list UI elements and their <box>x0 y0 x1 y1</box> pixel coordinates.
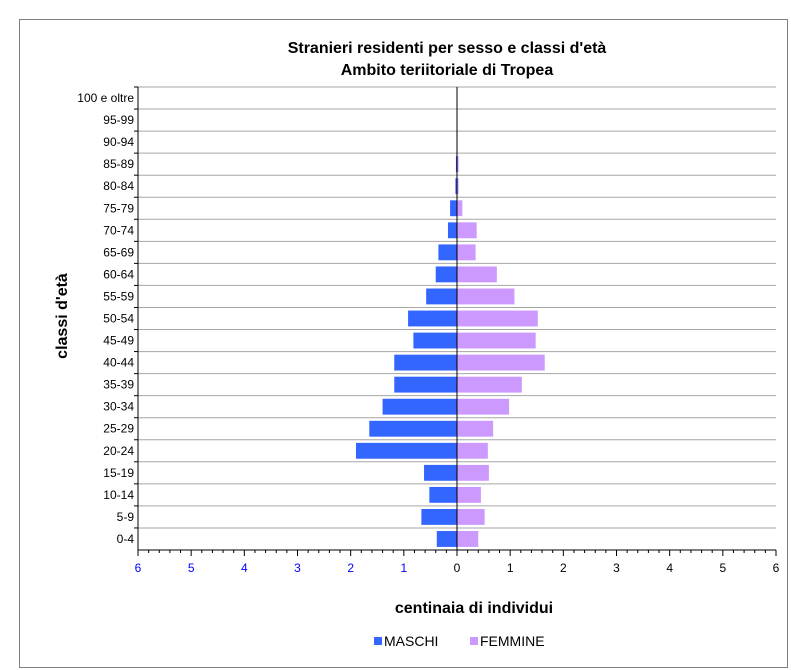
category-label: 85-89 <box>103 157 134 171</box>
bar-femmine-0-4 <box>457 531 479 547</box>
category-label: 35-39 <box>103 378 134 392</box>
bar-femmine-15-19 <box>457 464 489 481</box>
chart-frame: Stranieri residenti per sesso e classi d… <box>19 19 788 668</box>
population-pyramid-chart: Stranieri residenti per sesso e classi d… <box>54 40 780 649</box>
legend-swatch-maschi <box>374 637 382 645</box>
x-tick-label: 3 <box>613 561 620 575</box>
category-label: 50-54 <box>103 312 134 326</box>
category-label: 40-44 <box>103 356 134 370</box>
bar-maschi-75-79 <box>450 200 457 217</box>
bar-femmine-45-49 <box>457 332 536 349</box>
legend-swatch-femmine <box>470 637 478 645</box>
chart-subtitle: Ambito teriitoriale di Tropea <box>341 62 554 79</box>
x-tick-label: 6 <box>773 561 780 575</box>
bar-maschi-55-59 <box>426 288 457 305</box>
x-tick-label: 2 <box>347 561 354 575</box>
bar-femmine-35-39 <box>457 376 522 393</box>
bar-maschi-15-19 <box>424 464 457 481</box>
bar-femmine-40-44 <box>457 354 545 371</box>
x-tick-label: 6 <box>135 561 142 575</box>
category-label: 20-24 <box>103 444 134 458</box>
chart-title: Stranieri residenti per sesso e classi d… <box>288 40 607 57</box>
bar-femmine-25-29 <box>457 420 494 437</box>
x-tick-label: 4 <box>666 561 673 575</box>
bar-maschi-80-84 <box>455 178 457 195</box>
category-label: 100 e oltre <box>77 91 134 105</box>
bar-femmine-10-14 <box>457 486 481 503</box>
category-label: 95-99 <box>103 113 134 127</box>
category-label: 30-34 <box>103 400 134 414</box>
x-tick-label: 5 <box>188 561 195 575</box>
x-tick-label: 2 <box>560 561 567 575</box>
bar-maschi-35-39 <box>394 376 457 393</box>
bar-femmine-70-74 <box>457 222 477 239</box>
bar-maschi-45-49 <box>413 332 457 349</box>
category-label: 10-14 <box>103 488 134 502</box>
bar-femmine-85-89 <box>457 156 459 173</box>
x-tick-label: 0 <box>454 561 461 575</box>
x-tick-label: 1 <box>507 561 514 575</box>
bar-maschi-60-64 <box>435 266 457 283</box>
category-label: 80-84 <box>103 179 134 193</box>
category-label: 5-9 <box>117 510 135 524</box>
bar-maschi-5-9 <box>421 508 457 525</box>
category-label: 15-19 <box>103 466 134 480</box>
category-label: 90-94 <box>103 135 134 149</box>
bar-maschi-30-34 <box>382 398 457 415</box>
bar-femmine-5-9 <box>457 508 485 525</box>
category-label: 70-74 <box>103 223 134 237</box>
x-tick-label: 4 <box>241 561 248 575</box>
category-labels: 0-4 5-9 10-14 15-19 20-24 25-29 30-34 35-39 40-4… <box>77 91 134 546</box>
x-tick-label: 3 <box>294 561 301 575</box>
category-label: 0-4 <box>117 532 135 546</box>
category-label: 55-59 <box>103 289 134 303</box>
bar-femmine-60-64 <box>457 266 497 283</box>
category-label: 75-79 <box>103 201 134 215</box>
y-axis-title: classi d'età <box>54 273 71 359</box>
bar-femmine-30-34 <box>457 398 510 415</box>
axes-group <box>134 86 777 556</box>
bar-femmine-65-69 <box>457 244 476 261</box>
bar-maschi-40-44 <box>394 354 457 371</box>
category-label: 45-49 <box>103 334 134 348</box>
legend-label-maschi: MASCHI <box>384 633 438 649</box>
bar-maschi-10-14 <box>429 486 457 503</box>
bar-maschi-25-29 <box>369 420 457 437</box>
bar-maschi-50-54 <box>408 310 457 327</box>
x-axis-title: centinaia di individui <box>395 600 553 617</box>
bar-maschi-0-4 <box>436 531 457 547</box>
bar-femmine-20-24 <box>457 442 488 459</box>
legend-label-femmine: FEMMINE <box>480 633 545 649</box>
bar-femmine-80-84 <box>457 178 459 195</box>
x-tick-label: 1 <box>400 561 407 575</box>
bar-maschi-65-69 <box>438 244 457 261</box>
category-label: 25-29 <box>103 422 134 436</box>
tick-labels: 6 5 4 3 2 1 0 1 2 3 4 5 6 <box>135 561 780 575</box>
bar-femmine-75-79 <box>457 200 463 217</box>
bars-group <box>355 90 545 547</box>
category-label: 60-64 <box>103 267 134 281</box>
bar-maschi-70-74 <box>447 222 457 239</box>
bar-maschi-20-24 <box>355 442 457 459</box>
x-tick-label: 5 <box>719 561 726 575</box>
category-label: 65-69 <box>103 245 134 259</box>
bar-femmine-50-54 <box>457 310 538 327</box>
bar-femmine-55-59 <box>457 288 515 305</box>
legend: MASCHI FEMMINE <box>374 633 545 649</box>
bar-maschi-85-89 <box>455 156 457 173</box>
